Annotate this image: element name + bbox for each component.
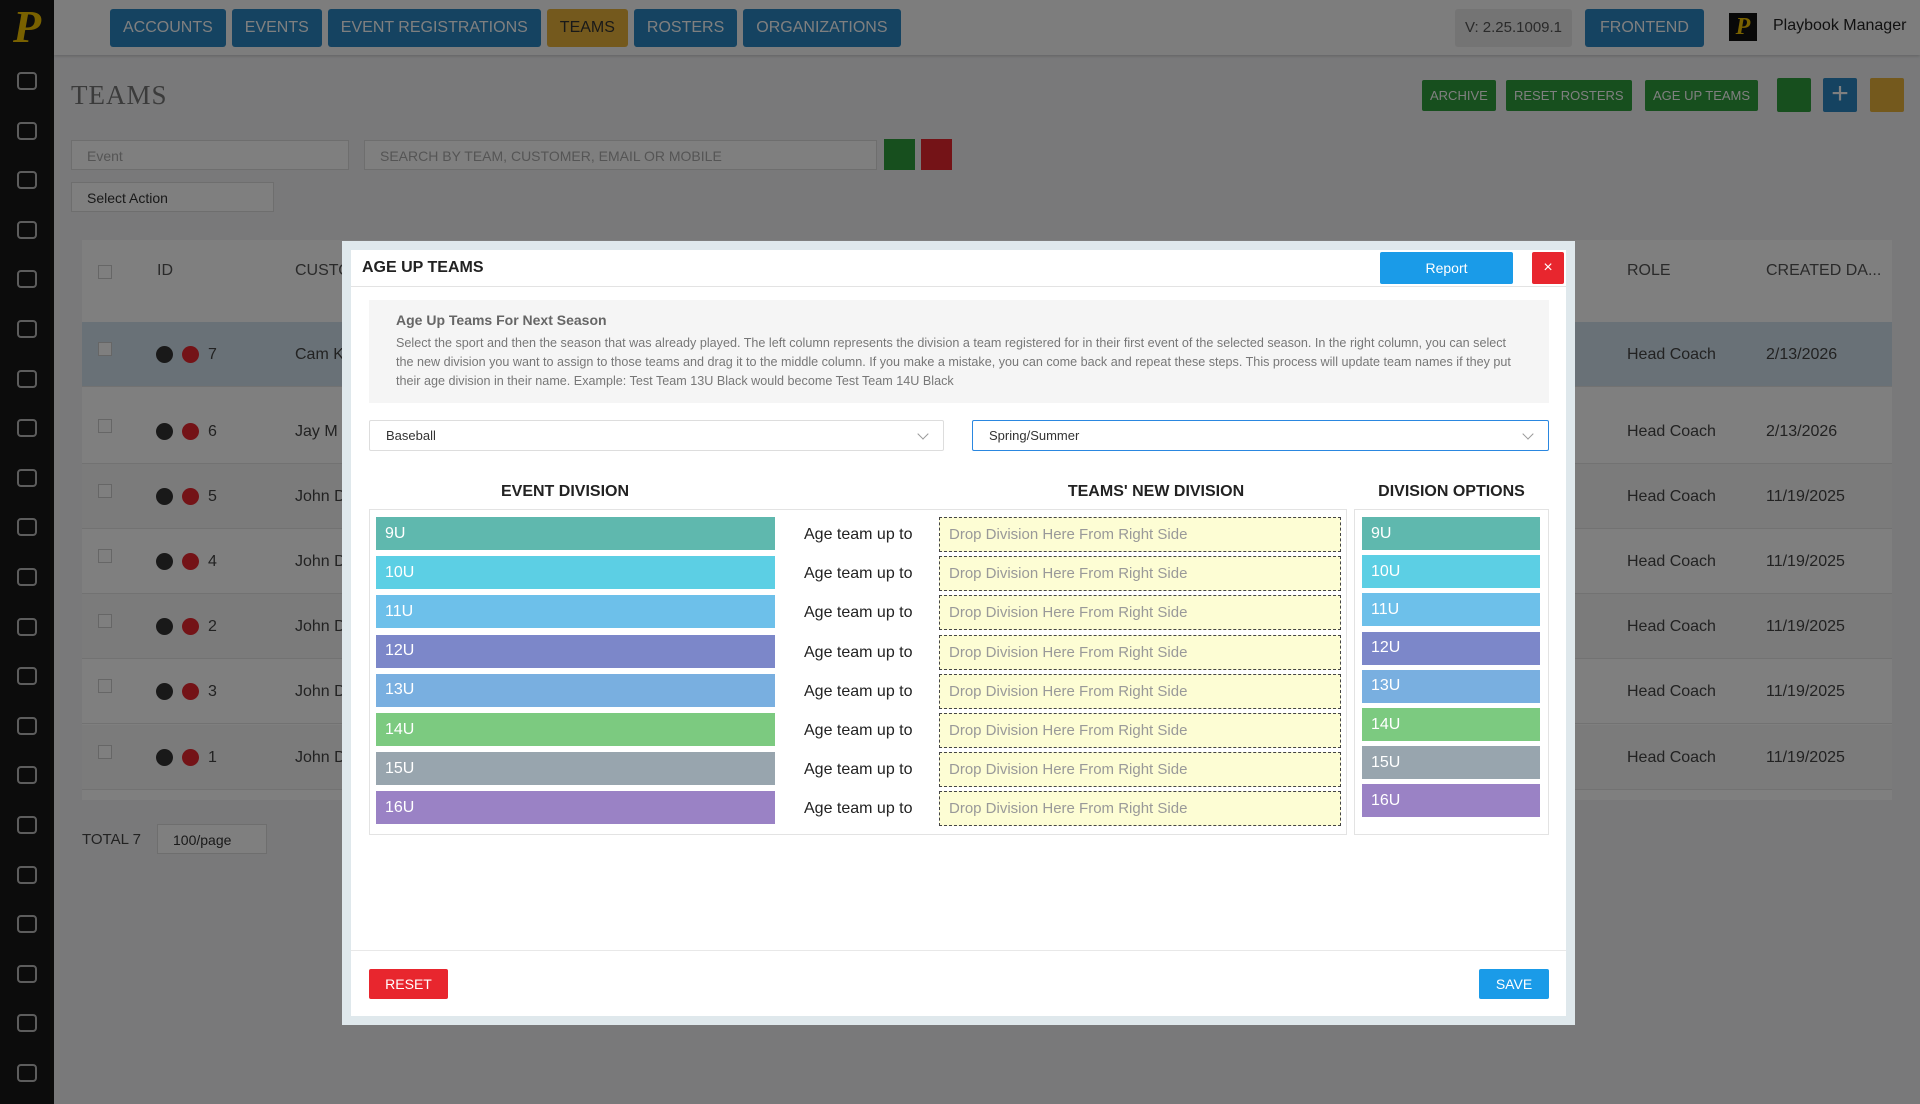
division-option[interactable]: 12U (1362, 631, 1540, 665)
event-division: 10U (376, 556, 775, 590)
event-division: 12U (376, 634, 775, 668)
info-text: Select the sport and then the season tha… (396, 336, 1511, 388)
division-option[interactable]: 16U (1362, 784, 1540, 818)
division-option[interactable]: 10U (1362, 555, 1540, 589)
division-options (1354, 509, 1549, 835)
division-option[interactable]: 11U (1362, 593, 1540, 627)
row-label: Age team up to (804, 800, 913, 818)
column-header: EVENT DIVISION (500, 483, 630, 500)
drop-zone[interactable]: Drop Division Here From Right Side (939, 713, 1341, 748)
drop-zone[interactable]: Drop Division Here From Right Side (939, 556, 1341, 592)
row-label: Age team up to (804, 682, 913, 700)
division-mapping (369, 509, 1347, 835)
modal-title: AGE UP TEAMS (362, 259, 484, 276)
info-title: Age Up Teams For Next Season (396, 312, 607, 328)
save-button[interactable]: SAVE (1479, 969, 1549, 999)
drop-zone[interactable]: Drop Division Here From Right Side (939, 791, 1341, 827)
row-label: Age team up to (804, 565, 913, 583)
info-box: Age Up Teams For Next Season Select the … (369, 300, 1549, 403)
drop-zone[interactable]: Drop Division Here From Right Side (939, 634, 1341, 670)
division-option[interactable]: 15U (1362, 746, 1540, 780)
row-label: Age team up to (804, 643, 913, 661)
sport-select[interactable]: Baseball (369, 420, 944, 451)
divider (351, 950, 1566, 951)
division-option[interactable]: 9U (1362, 517, 1540, 550)
row-label: Age team up to (804, 722, 913, 739)
reset-button[interactable]: RESET (369, 969, 448, 999)
column-header: TEAMS' NEW DIVISION (1067, 483, 1245, 500)
event-division: 16U (376, 791, 775, 825)
row-label: Age team up to (804, 526, 913, 543)
drop-zone[interactable]: Drop Division Here From Right Side (939, 517, 1341, 552)
event-division: 15U (376, 752, 775, 786)
division-option[interactable]: 14U (1362, 708, 1540, 741)
division-option[interactable]: 13U (1362, 669, 1540, 703)
event-division: 14U (376, 713, 775, 746)
close-button[interactable]: × (1532, 252, 1564, 284)
season-select[interactable]: Spring/Summer (972, 420, 1549, 451)
row-label: Age team up to (804, 604, 913, 622)
event-division: 13U (376, 673, 775, 707)
drop-zone[interactable]: Drop Division Here From Right Side (939, 752, 1341, 788)
row-label: Age team up to (804, 761, 913, 779)
modal-header (351, 250, 1566, 287)
report-button[interactable]: Report (1380, 252, 1513, 284)
drop-zone[interactable]: Drop Division Here From Right Side (939, 595, 1341, 631)
event-division: 11U (376, 595, 775, 629)
column-header: DIVISION OPTIONS (1378, 483, 1525, 500)
drop-zone[interactable]: Drop Division Here From Right Side (939, 673, 1341, 709)
event-division: 9U (376, 517, 775, 550)
